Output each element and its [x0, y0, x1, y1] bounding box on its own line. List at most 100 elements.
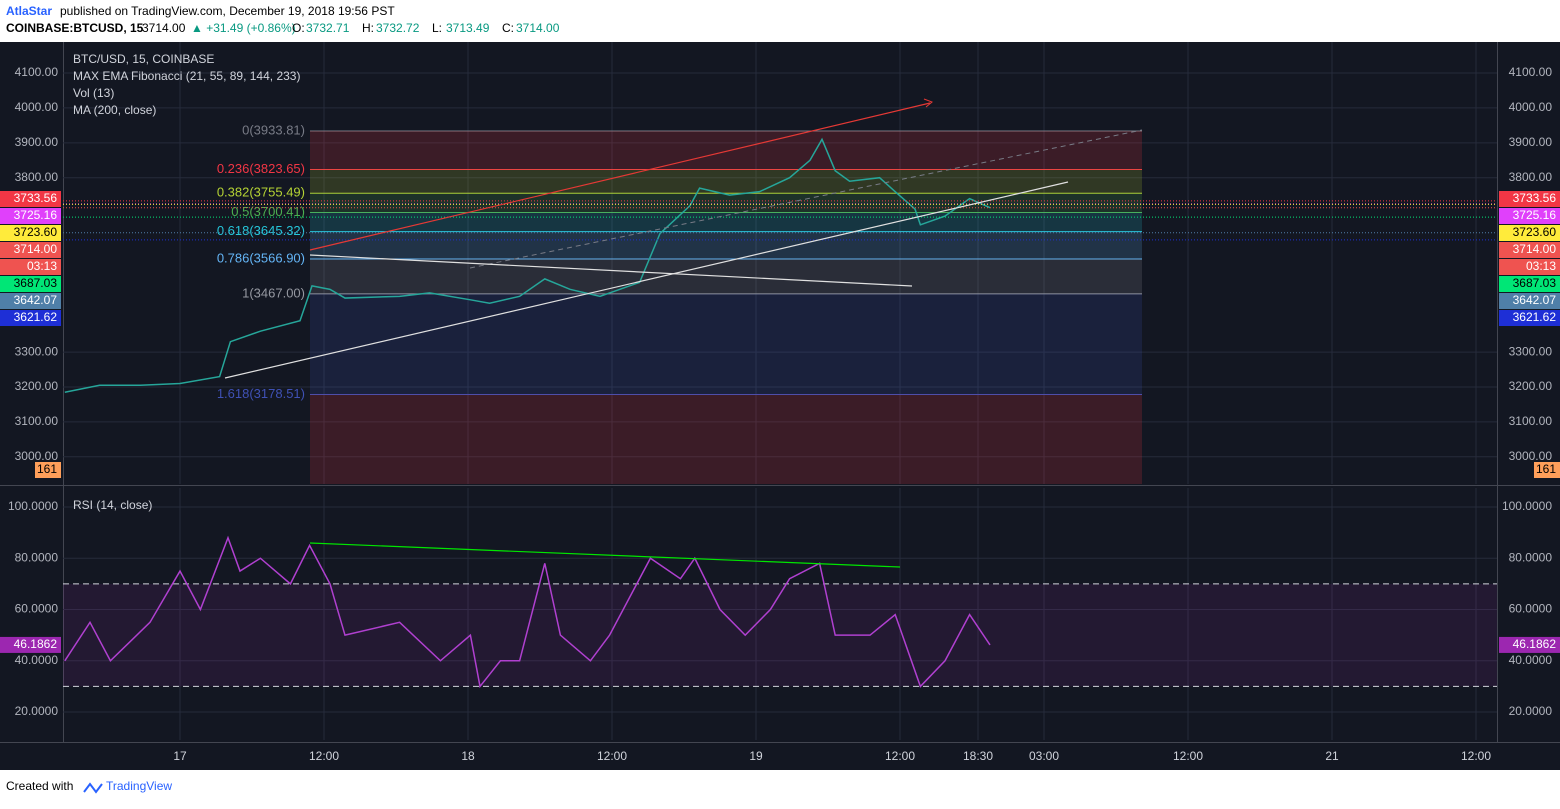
- fib-band: [310, 293, 1142, 395]
- x-tick-label: 12:00: [309, 749, 339, 763]
- fib-label: 0.5(3700.41): [231, 204, 305, 219]
- price-badge-label: 3687.03: [14, 276, 58, 290]
- trend-arrow: [309, 254, 913, 287]
- x-tick-label: 12:00: [1173, 749, 1203, 763]
- x-tick-label: 12:00: [885, 749, 915, 763]
- volume-badge-label: 161: [37, 462, 57, 476]
- y-tick-label: 4000.00: [15, 100, 59, 114]
- x-tick-label: 19: [749, 749, 763, 763]
- footer-brand: TradingView: [106, 779, 172, 793]
- dashed-trend: [469, 129, 1143, 269]
- price-badge: [1499, 191, 1560, 207]
- price-badge-label: 3723.60: [14, 225, 58, 239]
- ohlc-value: 3714.00: [516, 21, 560, 35]
- price-badge-label: 3725.16: [1513, 208, 1557, 222]
- fib-label: 1.618(3178.51): [217, 386, 305, 401]
- published: published on TradingView.com, December 1…: [60, 4, 395, 18]
- fib-label: 0.786(3566.90): [217, 250, 305, 265]
- rsi-divergence-arrow: [309, 542, 901, 568]
- volume-badge-label: 161: [1536, 462, 1556, 476]
- price-badge: [1499, 225, 1560, 241]
- pane-title: RSI (14, close): [73, 498, 152, 512]
- y-tick-label: 4100.00: [15, 65, 59, 79]
- volume-badge: [35, 462, 61, 478]
- y-tick-label: 3900.00: [15, 135, 59, 149]
- y-tick-label: 3100.00: [15, 414, 59, 428]
- y-tick-label: 100.0000: [8, 499, 58, 513]
- fib-label: 0(3933.81): [242, 122, 305, 137]
- price-badge: [1499, 293, 1560, 309]
- chart-bg: [0, 42, 1560, 770]
- indicator-label: MAX EMA Fibonacci (21, 55, 89, 144, 233): [73, 69, 300, 83]
- publisher: AtlaStar: [6, 4, 52, 18]
- price-badge-label: 3621.62: [14, 310, 58, 324]
- x-tick-label: 12:00: [1461, 749, 1491, 763]
- rsi-band: [63, 583, 1497, 687]
- y-tick-label: 3000.00: [15, 449, 59, 463]
- volume-badge: [1534, 462, 1560, 478]
- y-tick-label: 3200.00: [1509, 379, 1553, 393]
- price-badge-label: 3723.60: [1513, 225, 1557, 239]
- trend-arrow: [309, 102, 931, 251]
- fib-label: 0.236(3823.65): [217, 161, 305, 176]
- price-badge-label: 03:13: [1526, 259, 1556, 273]
- price-badge: [0, 259, 61, 275]
- fib-label: 0.382(3755.49): [217, 185, 305, 200]
- trend-arrow: [224, 181, 1069, 379]
- indicator-label: Vol (13): [73, 86, 114, 100]
- rsi-badge: [0, 636, 61, 653]
- rsi-badge-label: 46.1862: [14, 637, 58, 651]
- price-badge: [1499, 259, 1560, 275]
- pane-title: BTC/USD, 15, COINBASE: [73, 52, 214, 66]
- brand-logo: [83, 782, 103, 794]
- y-tick-label: 3100.00: [1509, 414, 1553, 428]
- ohlc-value: 3732.72: [376, 21, 420, 35]
- fib-label: 1(3467.00): [242, 285, 305, 300]
- arrow-head: [923, 98, 933, 108]
- fib-band: [310, 131, 1142, 170]
- last-price: 3714.00: [142, 21, 186, 35]
- ohlc-key: L:: [432, 21, 442, 35]
- x-tick-label: 12:00: [597, 749, 627, 763]
- y-tick-label: 3000.00: [1509, 449, 1553, 463]
- footer-text: Created with: [6, 779, 73, 793]
- change: ▲ +31.49 (+0.86%): [191, 21, 296, 35]
- y-tick-label: 20.0000: [1509, 704, 1553, 718]
- rsi-badge-label: 46.1862: [1513, 637, 1557, 651]
- price-badge: [0, 276, 61, 292]
- x-tick-label: 17: [173, 749, 187, 763]
- y-tick-label: 3800.00: [15, 170, 59, 184]
- y-tick-label: 3300.00: [15, 344, 59, 358]
- ohlc-value: 3713.49: [446, 21, 490, 35]
- x-tick-label: 18: [461, 749, 475, 763]
- price-badge-label: 3621.62: [1513, 310, 1557, 324]
- price-badge: [0, 225, 61, 241]
- x-tick-label: 21: [1325, 749, 1339, 763]
- price-badge-label: 3714.00: [1513, 242, 1557, 256]
- y-tick-label: 80.0000: [15, 550, 59, 564]
- symbol: COINBASE:BTCUSD, 15: [6, 21, 144, 35]
- fib-band: [310, 169, 1142, 194]
- price-badge: [1499, 242, 1560, 258]
- price-badge-label: 3642.07: [1513, 293, 1557, 307]
- price-badge: [0, 242, 61, 258]
- y-tick-label: 20.0000: [15, 704, 59, 718]
- price-badge: [0, 208, 61, 224]
- y-tick-label: 3900.00: [1509, 135, 1553, 149]
- y-tick-label: 100.0000: [1502, 499, 1552, 513]
- price-badge-label: 03:13: [27, 259, 57, 273]
- price-badge: [0, 191, 61, 207]
- y-tick-label: 80.0000: [1509, 550, 1553, 564]
- price-badge-label: 3714.00: [14, 242, 58, 256]
- price-badge-label: 3687.03: [1513, 276, 1557, 290]
- ohlc-key: C:: [502, 21, 514, 35]
- price-line: [64, 535, 991, 689]
- y-tick-label: 3800.00: [1509, 170, 1553, 184]
- ohlc-key: O:: [292, 21, 305, 35]
- x-tick-label: 03:00: [1029, 749, 1059, 763]
- chart-layer: 4100.00 4100.00 4000.00 4000.00 3900.00 3900.…: [0, 42, 1560, 763]
- y-tick-label: 60.0000: [15, 602, 59, 616]
- price-badge: [1499, 276, 1560, 292]
- price-line: [64, 137, 991, 393]
